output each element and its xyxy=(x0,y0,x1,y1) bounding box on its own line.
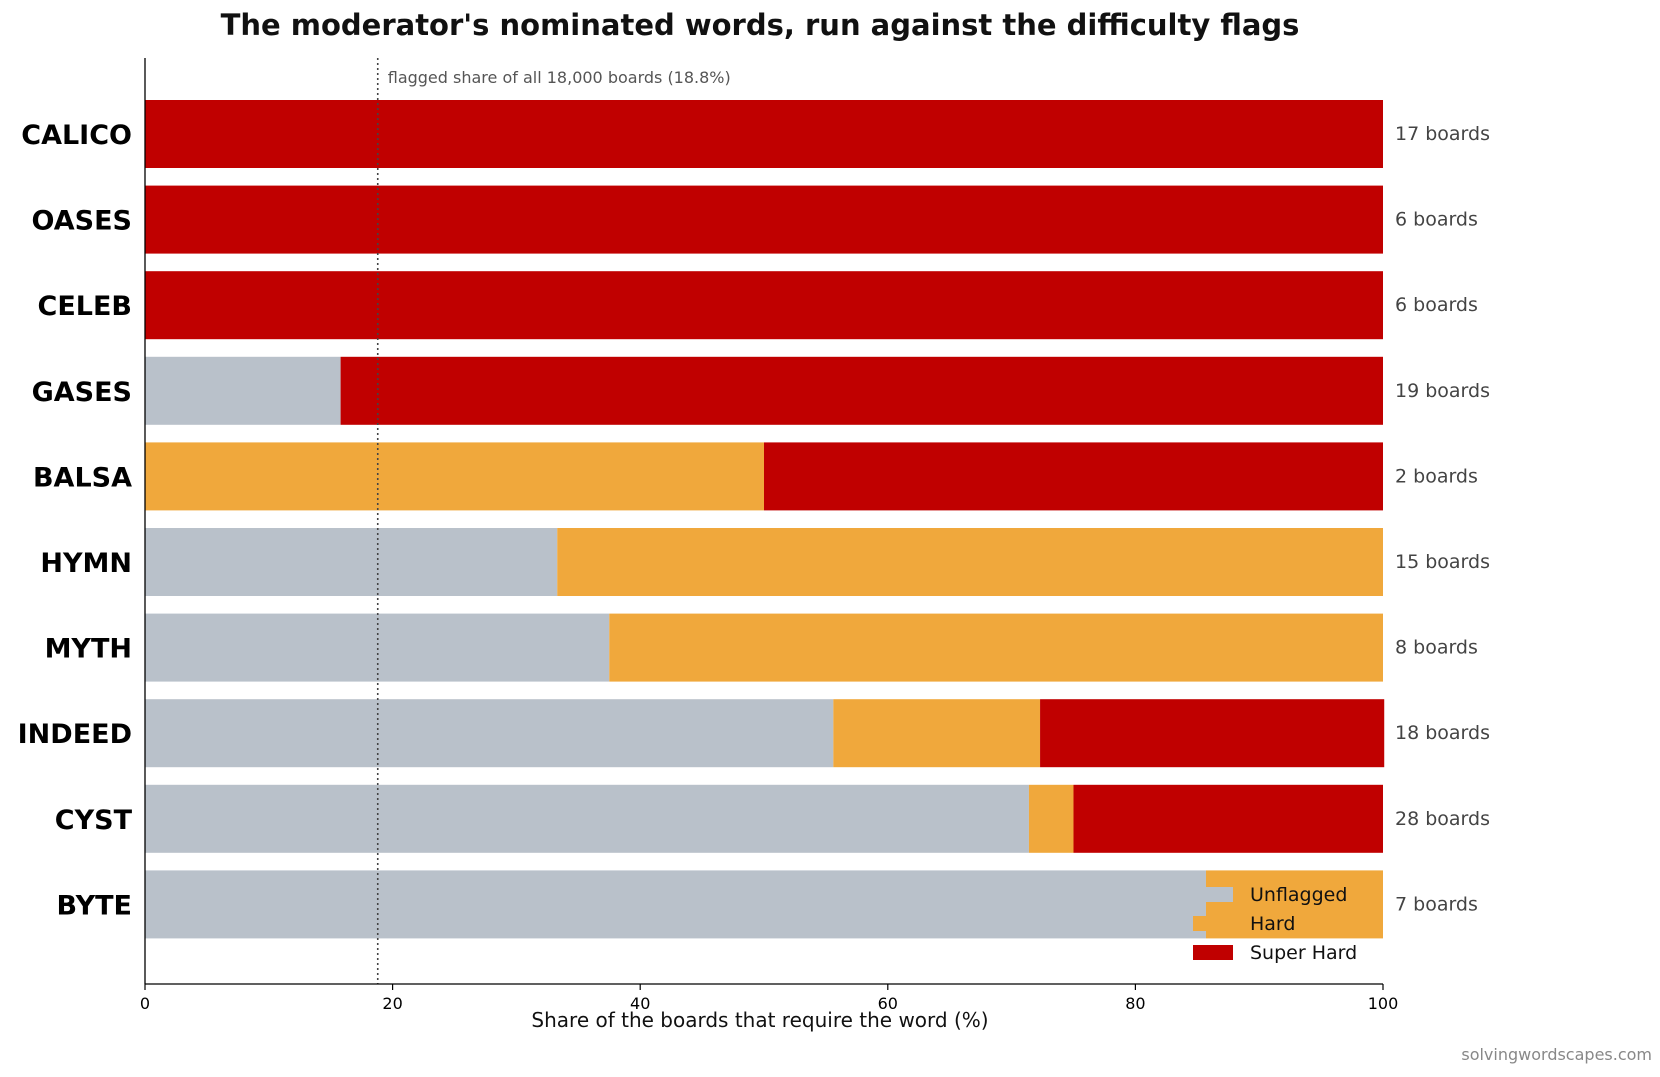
count-label: 7 boards xyxy=(1395,893,1478,915)
x-tick-label: 0 xyxy=(140,994,150,1013)
category-label: INDEED xyxy=(18,719,132,750)
x-tick-label: 20 xyxy=(382,994,402,1013)
bar-oases-super-hard xyxy=(145,185,1383,254)
category-label: BALSA xyxy=(33,462,132,493)
bar-balsa-hard xyxy=(145,442,764,511)
category-label: OASES xyxy=(32,206,132,237)
bar-balsa-super-hard xyxy=(764,442,1383,511)
bar-indeed-super-hard xyxy=(1040,699,1385,768)
bar-calico-super-hard xyxy=(145,100,1383,168)
category-label: CELEB xyxy=(38,291,133,322)
count-label: 17 boards xyxy=(1395,123,1490,145)
category-label: GASES xyxy=(32,377,132,408)
bar-gases-super-hard xyxy=(340,356,1384,425)
count-label: 6 boards xyxy=(1395,294,1478,316)
bars-group xyxy=(145,100,1385,939)
legend-swatch-unflagged xyxy=(1193,887,1233,902)
bar-cyst-super-hard xyxy=(1073,784,1383,853)
count-label: 6 boards xyxy=(1395,209,1478,231)
legend: Unflagged Hard Super Hard xyxy=(1193,884,1357,964)
bar-byte-unflagged xyxy=(145,870,1206,939)
bar-byte-hard xyxy=(1205,870,1383,939)
bar-gases-unflagged xyxy=(145,356,341,425)
x-tick-label: 60 xyxy=(878,994,898,1013)
bar-celeb-super-hard xyxy=(145,271,1383,340)
x-tick-label: 100 xyxy=(1368,994,1399,1013)
chart-title: The moderator's nominated words, run aga… xyxy=(221,8,1300,42)
legend-label: Super Hard xyxy=(1250,942,1357,964)
bar-hymn-unflagged xyxy=(145,528,558,596)
count-label: 8 boards xyxy=(1395,637,1478,659)
bar-hymn-hard xyxy=(557,528,1383,596)
legend-label: Unflagged xyxy=(1250,884,1347,906)
category-labels-group: CALICO OASES CELEB GASES BALSA HYMN MYTH INDEED… xyxy=(18,120,133,921)
category-label: MYTH xyxy=(45,634,132,665)
count-label: 2 boards xyxy=(1395,465,1478,487)
credit-text: solvingwordscapes.com xyxy=(1461,1045,1652,1064)
count-label: 18 boards xyxy=(1395,722,1490,744)
bar-cyst-unflagged xyxy=(145,784,1029,853)
x-tick-label: 80 xyxy=(1125,994,1145,1013)
count-label: 15 boards xyxy=(1395,551,1490,573)
bar-cyst-hard xyxy=(1028,784,1074,853)
bar-myth-hard xyxy=(609,613,1383,682)
count-label: 19 boards xyxy=(1395,380,1490,402)
category-label: BYTE xyxy=(56,890,132,921)
reference-line-label: flagged share of all 18,000 boards (18.8… xyxy=(388,68,731,87)
category-label: HYMN xyxy=(40,548,132,579)
reference-line-group: flagged share of all 18,000 boards (18.8… xyxy=(376,58,731,984)
count-label: 28 boards xyxy=(1395,808,1490,830)
count-labels-group: 17 boards 6 boards 6 boards 19 boards 2 boar… xyxy=(1395,123,1490,915)
legend-label: Hard xyxy=(1250,913,1295,935)
bar-indeed-hard xyxy=(833,699,1041,768)
bar-indeed-unflagged xyxy=(145,699,834,768)
legend-swatch-hard xyxy=(1193,916,1233,931)
category-label: CYST xyxy=(55,805,133,836)
category-label: CALICO xyxy=(21,120,132,151)
x-axis-title: Share of the boards that require the wor… xyxy=(531,1008,988,1032)
x-tick-label: 40 xyxy=(630,994,650,1013)
legend-swatch-super-hard xyxy=(1193,945,1233,960)
axes-group: 0 20 40 60 80 100 xyxy=(140,58,1398,1013)
